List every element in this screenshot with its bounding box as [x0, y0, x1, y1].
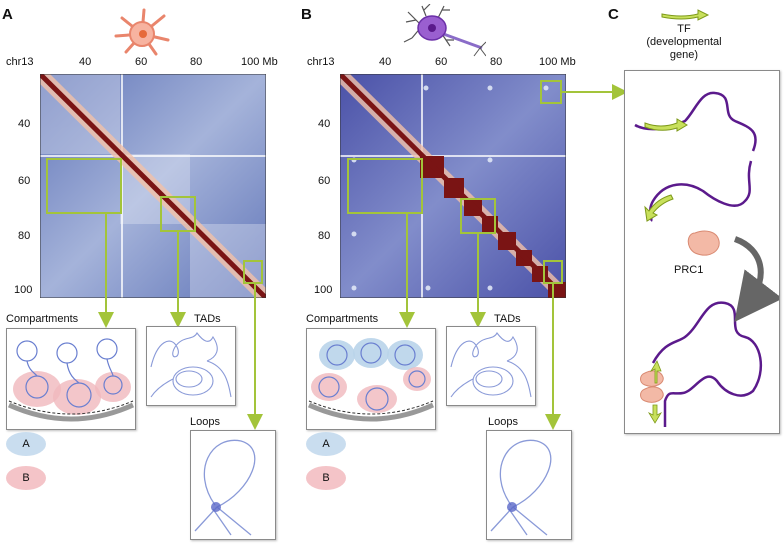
tf-label-line1: TF: [677, 23, 691, 35]
loop-highlight-b: [543, 260, 563, 284]
compartments-label-b: Compartments: [306, 313, 379, 325]
tads-label-b: TADs: [494, 313, 521, 325]
neuron-icon: [403, 4, 486, 57]
tad-highlight-b: [460, 198, 496, 234]
ytick-a-80: 80: [18, 230, 31, 242]
legend-compartment-a: A: [6, 432, 46, 456]
hic-heatmap-a: [40, 74, 266, 298]
panel-letter-c: C: [608, 6, 619, 23]
astrocyte-icon: [114, 8, 170, 56]
chrom-label-a: chr13: [6, 56, 34, 68]
xtick-a-40: 40: [79, 56, 92, 68]
xtick-a-60: 60: [135, 56, 148, 68]
compartments-label-a: Compartments: [6, 313, 79, 325]
loops-diagram-a: [190, 430, 276, 540]
compartments-diagram-b: [306, 328, 436, 430]
ytick-a-60: 60: [18, 175, 31, 187]
xtick-b-60: 60: [435, 56, 448, 68]
hic-heatmap-b: [340, 74, 566, 298]
ytick-b-60: 60: [318, 175, 331, 187]
tads-diagram-b: [446, 326, 536, 406]
ytick-b-100: 100: [314, 284, 333, 296]
ytick-b-80: 80: [318, 230, 331, 242]
tf-loop-highlight-b: [540, 80, 562, 104]
xtick-a-100: 100 Mb: [241, 56, 278, 68]
loops-diagram-b: [486, 430, 572, 540]
tf-label: TF (developmental gene): [636, 23, 732, 62]
prc1-loop-diagram: [624, 70, 783, 434]
tad-highlight-a: [160, 196, 196, 232]
tf-label-line2: (developmental: [646, 36, 722, 48]
compartments-diagram-a: [6, 328, 136, 430]
tads-label-a: TADs: [194, 313, 221, 325]
tads-diagram-a: [146, 326, 236, 406]
ytick-a-100: 100: [14, 284, 33, 296]
panel-letter-b: B: [301, 6, 312, 23]
panel-letter-a: A: [2, 6, 13, 23]
loops-label-b: Loops: [488, 416, 518, 428]
tf-arrow-icon: [661, 9, 710, 21]
loop-highlight-a: [243, 260, 263, 284]
legend-compartment-a-b: A: [306, 432, 346, 456]
xtick-b-40: 40: [379, 56, 392, 68]
prc1-label: PRC1: [674, 264, 704, 276]
legend-compartment-b-b: B: [306, 466, 346, 490]
ytick-b-40: 40: [318, 118, 331, 130]
tf-label-line3: gene): [669, 49, 699, 61]
compartment-highlight-a: [46, 158, 122, 214]
xtick-b-100: 100 Mb: [539, 56, 576, 68]
xtick-b-80: 80: [490, 56, 503, 68]
chrom-label-b: chr13: [307, 56, 335, 68]
legend-compartment-b: B: [6, 466, 46, 490]
ytick-a-40: 40: [18, 118, 31, 130]
xtick-a-80: 80: [190, 56, 203, 68]
loops-label-a: Loops: [190, 416, 220, 428]
compartment-highlight-b: [347, 158, 423, 214]
